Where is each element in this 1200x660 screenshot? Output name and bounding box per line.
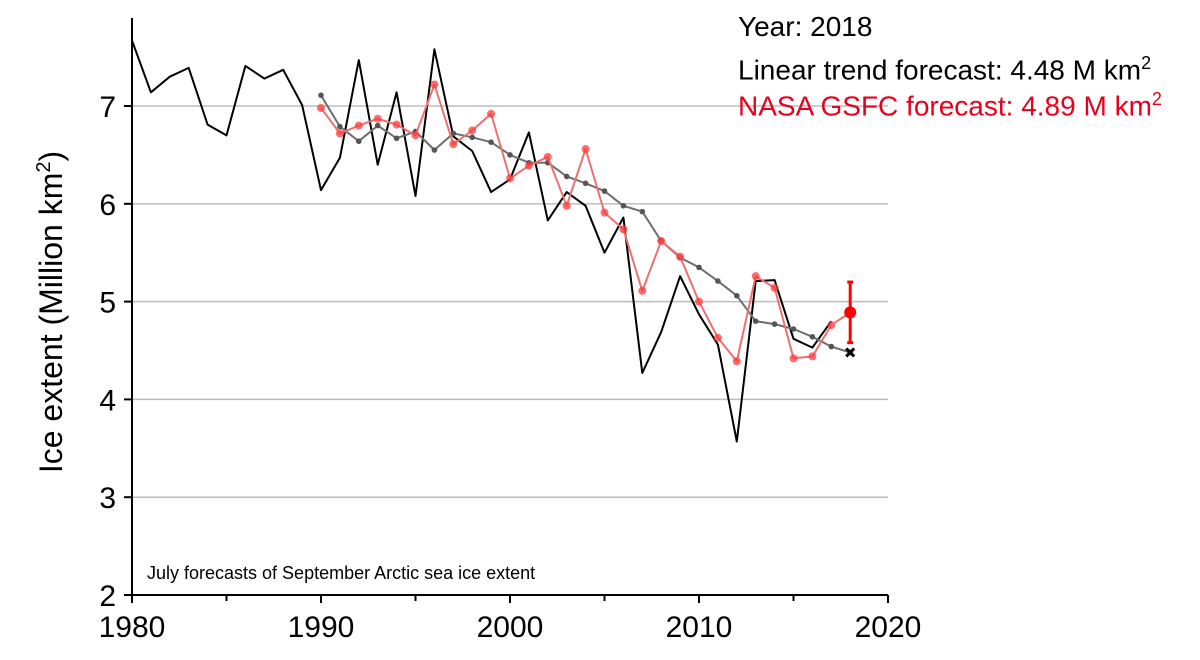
grid-lines	[132, 105, 888, 498]
axes	[124, 18, 889, 603]
point-trend-2004	[582, 180, 589, 187]
point-nasa-1998	[468, 126, 477, 135]
year-text: Year: 2018	[738, 11, 873, 42]
point-trend-2000	[507, 152, 513, 158]
point-nasa-1997	[449, 140, 458, 149]
point-nasa-2004	[581, 145, 590, 154]
point-trend-2017	[828, 343, 835, 350]
point-nasa-1993	[373, 114, 382, 123]
point-trend-1998	[469, 134, 476, 141]
trend-forecast-label: Linear trend forecast: 4.48 M km2	[738, 46, 1151, 87]
point-trend-1991	[337, 123, 343, 130]
point-nasa-2016	[808, 352, 817, 361]
point-trend-2015	[790, 326, 797, 332]
point-trend-2011	[715, 278, 721, 284]
point-nasa-2015	[789, 354, 798, 363]
point-nasa-2012	[732, 357, 741, 366]
tick-labels: 2 3 4 5 6 7 1980 1990 2000 2010 2020	[99, 91, 922, 644]
point-trend-1993	[374, 122, 381, 129]
point-trend-1992	[356, 138, 362, 145]
point-trend-2010	[696, 264, 702, 271]
x-tick-label-2000: 2000	[477, 611, 544, 644]
year-label: Year: 2018	[738, 10, 872, 44]
trend-unit-sup: 2	[1141, 53, 1152, 73]
chart-annotation: July forecasts of September Arctic sea i…	[147, 563, 535, 583]
point-nasa-2003	[562, 201, 571, 210]
point-trend-1997	[450, 130, 457, 137]
point-trend-2006	[620, 202, 627, 209]
x-tick-label-1980: 1980	[99, 611, 166, 644]
point-nasa-2001	[524, 161, 533, 170]
trend-forecast-text: Linear trend forecast: 4.48 M km	[738, 54, 1142, 86]
y-axis-title: Ice extent (Million km2)	[33, 151, 69, 473]
point-trend-2007	[639, 208, 646, 215]
series-nasa-gsfc	[317, 80, 836, 366]
nasa-forecast-label: NASA GSFC forecast: 4.89 M km2	[738, 82, 1162, 123]
point-trend-1990	[318, 92, 324, 99]
trend-forecast-marker	[845, 347, 856, 358]
point-trend-2003	[563, 173, 570, 180]
point-trend-2016	[809, 334, 816, 340]
nasa-forecast-point	[844, 306, 857, 319]
y-tick-label-7: 7	[99, 91, 116, 124]
point-nasa-1994	[392, 120, 401, 129]
forecast-2018	[830, 280, 857, 358]
point-trend-2012	[734, 292, 740, 299]
y-tick-label-2: 2	[99, 580, 116, 613]
point-nasa-2013	[751, 272, 760, 281]
point-nasa-2006	[619, 225, 628, 234]
nasa-unit-sup: 2	[1151, 89, 1162, 109]
point-nasa-2014	[770, 283, 779, 292]
point-trend-2005	[601, 188, 608, 194]
series-observed	[131, 40, 833, 443]
point-nasa-1992	[354, 121, 363, 130]
point-nasa-2011	[713, 333, 722, 342]
point-nasa-1996	[430, 80, 439, 89]
series-line-observed	[131, 40, 833, 443]
y-tick-label-3: 3	[99, 482, 116, 515]
point-trend-2014	[771, 321, 778, 327]
point-nasa-2002	[543, 152, 552, 161]
point-nasa-2000	[506, 174, 514, 183]
point-trend-1996	[431, 147, 438, 153]
nasa-forecast-text: NASA GSFC forecast: 4.89 M km	[738, 90, 1152, 122]
point-nasa-2009	[676, 252, 685, 261]
point-nasa-1990	[317, 103, 325, 112]
point-trend-1994	[393, 135, 400, 142]
x-tick-label-2010: 2010	[666, 611, 733, 644]
point-trend-2013	[752, 318, 759, 324]
point-nasa-2008	[657, 236, 666, 245]
y-tick-label-6: 6	[99, 189, 116, 222]
point-nasa-2005	[600, 208, 609, 217]
point-nasa-1995	[411, 131, 420, 140]
y-tick-label-4: 4	[99, 384, 116, 417]
point-trend-1999	[488, 139, 494, 146]
series-line-trend	[320, 94, 851, 354]
point-nasa-1999	[487, 109, 496, 118]
series-line-nasa	[320, 83, 833, 363]
point-nasa-1991	[335, 129, 344, 138]
series-linear-trend	[318, 92, 853, 356]
point-nasa-2010	[695, 297, 703, 306]
point-nasa-2007	[638, 286, 647, 295]
x-tick-label-1990: 1990	[288, 611, 355, 644]
x-tick-label-2020: 2020	[855, 611, 922, 644]
y-tick-label-5: 5	[99, 287, 116, 320]
